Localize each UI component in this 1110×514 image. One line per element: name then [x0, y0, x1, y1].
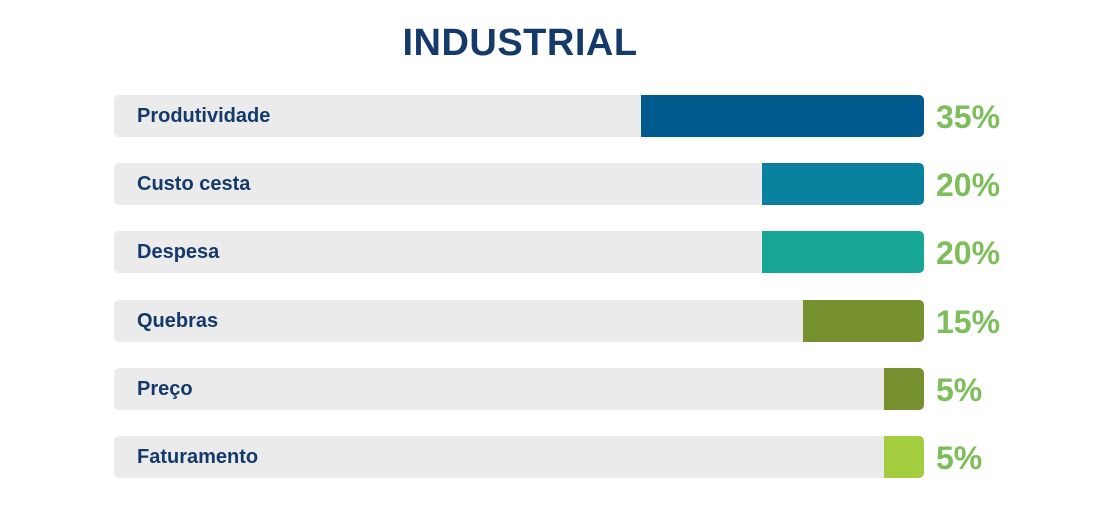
- bar: [883, 436, 924, 478]
- chart-title: INDUSTRIAL: [402, 22, 638, 64]
- bar-track: [114, 436, 924, 478]
- bar-track: [114, 367, 924, 410]
- category-label: Produtividade: [137, 105, 271, 127]
- bar-row: Preço 5%: [114, 367, 982, 410]
- bar-track: [114, 95, 924, 137]
- value-label: 5%: [936, 371, 983, 408]
- bar-row: Produtividade 35%: [114, 95, 1000, 137]
- bar: [762, 231, 924, 274]
- value-label: 15%: [936, 303, 1001, 340]
- bar: [640, 95, 924, 137]
- value-label: 20%: [936, 167, 1001, 204]
- bar: [883, 367, 924, 410]
- bar-row: Quebras 15%: [114, 299, 1000, 342]
- category-label: Faturamento: [137, 446, 259, 468]
- category-label: Custo cesta: [137, 173, 251, 196]
- bar-track: [114, 231, 924, 274]
- value-label: 20%: [936, 235, 1001, 272]
- bar-track: [114, 163, 924, 206]
- category-label: Despesa: [137, 241, 220, 264]
- bar-row: Custo cesta 20%: [114, 163, 1000, 206]
- bar: [802, 299, 924, 342]
- bar-row: Faturamento 5%: [114, 436, 982, 478]
- value-label: 5%: [936, 440, 983, 476]
- bar: [762, 163, 924, 206]
- category-label: Quebras: [137, 309, 219, 332]
- value-label: 35%: [936, 99, 1001, 135]
- bar-row: Despesa 20%: [114, 231, 1000, 274]
- bar-track: [114, 299, 924, 342]
- category-label: Preço: [137, 377, 193, 400]
